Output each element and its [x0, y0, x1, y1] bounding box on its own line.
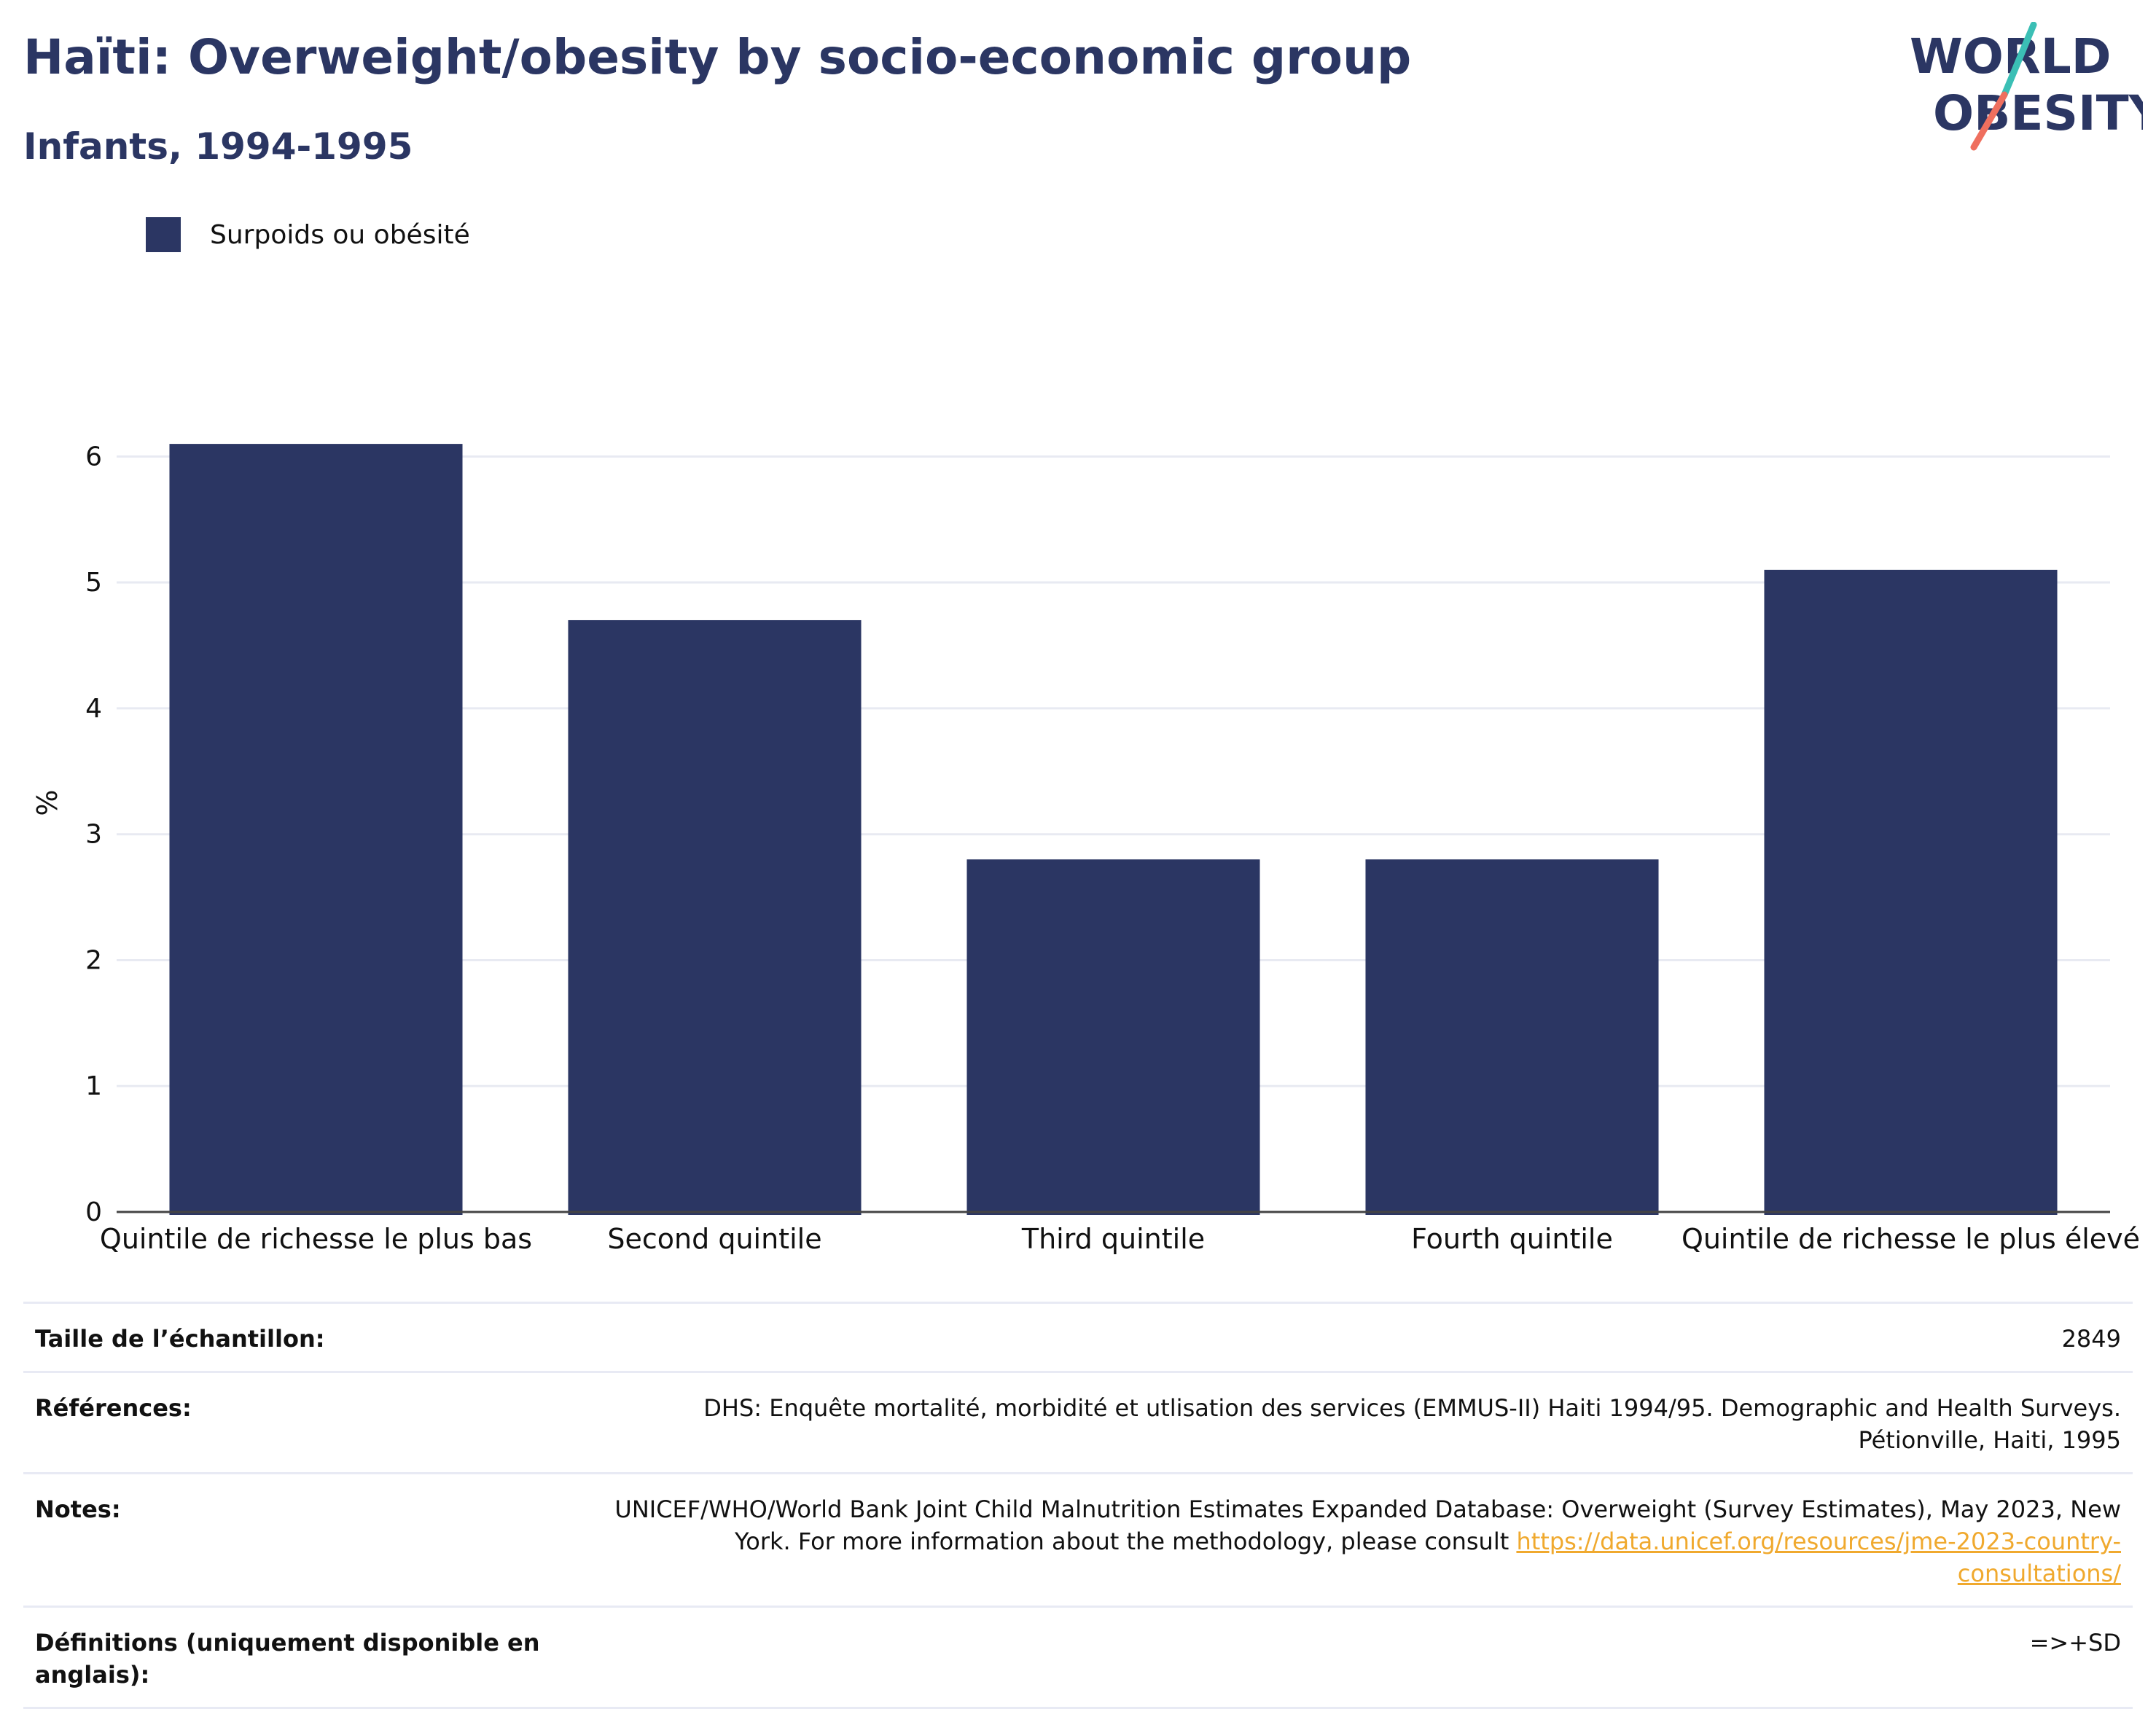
definitions-row: Définitions (uniquement disponible en an… — [23, 1606, 2133, 1707]
x-tick-label: Fourth quintile — [1411, 1223, 1613, 1255]
page-subtitle: Infants, 1994-1995 — [23, 125, 413, 168]
definitions-label: Définitions (uniquement disponible en an… — [35, 1629, 540, 1689]
references-row: Références: DHS: Enquête mortalité, morb… — [23, 1371, 2133, 1472]
bar-3[interactable] — [966, 859, 1260, 1215]
x-tick-label: Quintile de richesse le plus bas — [100, 1223, 532, 1255]
bar-2[interactable] — [568, 619, 862, 1215]
x-tick-label: Third quintile — [1021, 1223, 1205, 1255]
legend-label: Surpoids ou obésité — [210, 219, 470, 250]
world-obesity-logo: WORLD OBESITY — [1910, 22, 2143, 151]
y-tick-label: 6 — [85, 442, 102, 472]
notes-value: UNICEF/WHO/World Bank Joint Child Malnut… — [590, 1493, 2121, 1589]
legend-swatch — [146, 217, 181, 252]
logo-slash-teal — [2001, 22, 2037, 98]
references-value: DHS: Enquête mortalité, morbidité et utl… — [703, 1394, 2121, 1454]
logo-slash-coral — [1970, 91, 2008, 151]
page-title: Haïti: Overweight/obesity by socio-econo… — [23, 29, 1412, 85]
x-tick-label: Quintile de richesse le plus élevé — [1682, 1223, 2140, 1255]
info-table: Taille de l’échantillon: 2849 Références… — [23, 1302, 2133, 1709]
y-axis-label: % — [31, 789, 63, 816]
bar-chart: 0 1 2 3 4 5 6 Quintile de richesse le plus bas S… — [31, 442, 2140, 1255]
y-tick-label: 5 — [85, 568, 102, 598]
y-tick-label: 3 — [85, 820, 102, 850]
logo-text-obesity: OBESITY — [1933, 85, 2143, 141]
y-tick-label: 4 — [85, 694, 102, 724]
y-tick-label: 0 — [85, 1197, 102, 1227]
notes-text: UNICEF/WHO/World Bank Joint Child Malnut… — [614, 1495, 2121, 1555]
sample-size-row: Taille de l’échantillon: 2849 — [23, 1302, 2133, 1371]
references-label: Références: — [35, 1394, 192, 1422]
x-tick-label: Second quintile — [607, 1223, 821, 1255]
sample-size-value: 2849 — [2061, 1325, 2121, 1353]
sample-size-label: Taille de l’échantillon: — [35, 1325, 325, 1353]
definitions-value: =>+SD — [2029, 1629, 2121, 1657]
notes-row: Notes: UNICEF/WHO/World Bank Joint Child… — [23, 1472, 2133, 1606]
bar-1[interactable] — [169, 444, 463, 1215]
legend[interactable]: Surpoids ou obésité — [146, 217, 470, 252]
bar-5[interactable] — [1764, 569, 2058, 1215]
bar-4[interactable] — [1365, 859, 1659, 1215]
y-tick-label: 1 — [85, 1071, 102, 1101]
notes-label: Notes: — [35, 1495, 121, 1523]
methodology-link[interactable]: https://data.unicef.org/resources/jme-20… — [1516, 1528, 2121, 1587]
y-tick-label: 2 — [85, 945, 102, 975]
